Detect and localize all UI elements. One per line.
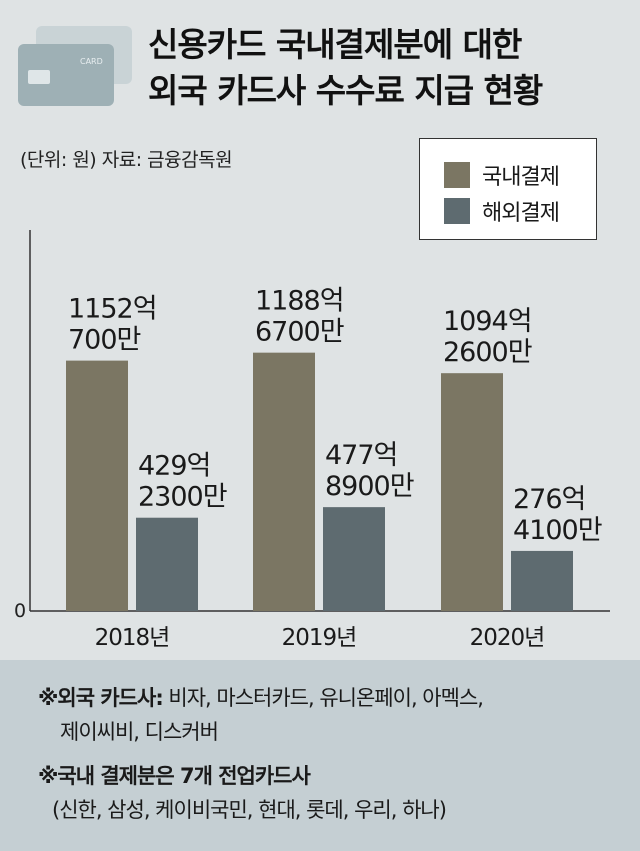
legend: 국내결제 해외결제	[419, 138, 597, 240]
bar-overseas-1	[323, 507, 385, 611]
legend-label-overseas: 해외결제	[482, 201, 560, 226]
value-label-overseas-0-1: 2300만	[138, 482, 227, 513]
note-foreign-cards-cont: 제이씨비, 디스커버	[60, 720, 219, 744]
bar-overseas-2	[511, 550, 573, 611]
legend-label-domestic: 국내결제	[482, 165, 560, 190]
footer-notes: ※외국 카드사: 비자, 마스터카드, 유니온페이, 아멕스, 제이씨비, 디스…	[0, 660, 640, 851]
legend-swatch-overseas	[444, 198, 470, 224]
value-label-overseas-1-1: 8900만	[325, 471, 414, 502]
value-label-overseas-2-1: 4100만	[513, 515, 602, 546]
x-tick-label-0: 2018년	[95, 625, 170, 651]
value-label-domestic-0-0: 1152억	[68, 294, 157, 325]
value-label-domestic-1-0: 1188억	[255, 286, 344, 317]
note-domestic-cont: (신한, 삼성, 케이비국민, 현대, 롯데, 우리, 하나)	[52, 798, 447, 822]
bar-overseas-0	[136, 517, 198, 611]
bar-domestic-0	[66, 360, 128, 611]
title-line-2: 외국 카드사 수수료 지급 현황	[148, 71, 543, 110]
credit-card-icon: CARD	[18, 26, 132, 106]
note-foreign-cards: ※외국 카드사: 비자, 마스터카드, 유니온페이, 아멕스,	[38, 686, 484, 710]
note-domestic: ※국내 결제분은 7개 전업카드사	[38, 764, 311, 788]
value-label-overseas-2-0: 276억	[513, 484, 585, 515]
legend-item-domestic: 국내결제	[444, 159, 560, 191]
value-label-overseas-1-0: 477억	[325, 440, 397, 471]
value-label-domestic-1-1: 6700만	[255, 317, 344, 348]
bar-domestic-1	[253, 352, 315, 611]
y-zero-label: 0	[14, 600, 26, 622]
title-line-1: 신용카드 국내결제분에 대한	[148, 25, 522, 64]
legend-item-overseas: 해외결제	[444, 195, 560, 227]
legend-swatch-domestic	[444, 162, 470, 188]
value-label-domestic-0-1: 700만	[68, 325, 141, 356]
value-label-overseas-0-0: 429억	[138, 451, 210, 482]
x-tick-label-2: 2020년	[470, 625, 545, 651]
value-label-domestic-2-0: 1094억	[443, 306, 532, 337]
value-label-domestic-2-1: 2600만	[443, 337, 532, 368]
card-text: CARD	[80, 57, 103, 66]
bar-domestic-2	[441, 373, 503, 611]
unit-source-note: (단위: 원) 자료: 금융감독원	[20, 149, 233, 171]
x-tick-label-1: 2019년	[282, 625, 357, 651]
chart-title: 신용카드 국내결제분에 대한 외국 카드사 수수료 지급 현황	[148, 22, 543, 114]
